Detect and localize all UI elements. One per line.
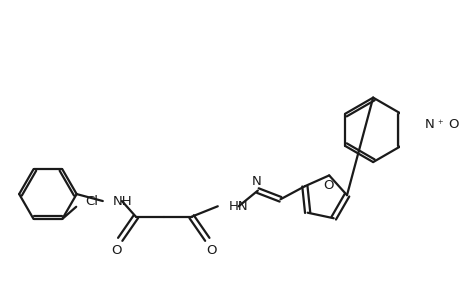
Text: O: O [112,244,122,257]
Text: O: O [323,179,334,192]
Text: O: O [207,244,217,257]
Text: NH: NH [113,195,133,208]
Text: N: N [252,175,262,188]
Text: N: N [425,118,435,131]
Text: HN: HN [229,200,249,213]
Text: Cl: Cl [85,195,98,208]
Text: $^+$: $^+$ [436,119,444,129]
Text: O: O [448,118,459,131]
